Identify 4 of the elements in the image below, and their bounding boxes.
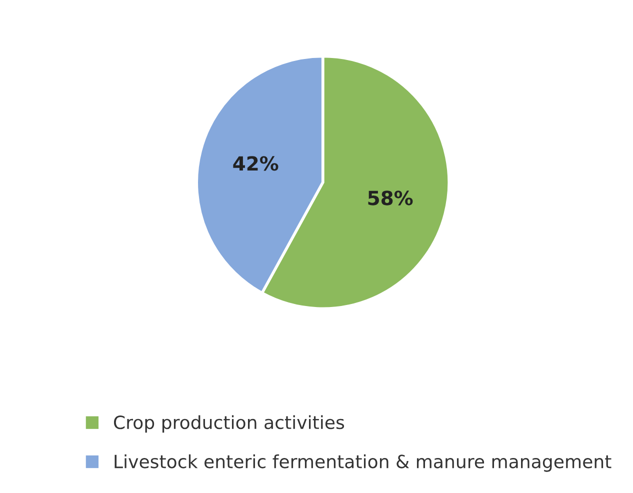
legend-label: Livestock enteric fermentation & manure management [114,454,612,472]
data-label: 42% [233,156,278,171]
legend-label: Crop production activities [114,415,344,433]
data-label: 58% [368,190,413,206]
